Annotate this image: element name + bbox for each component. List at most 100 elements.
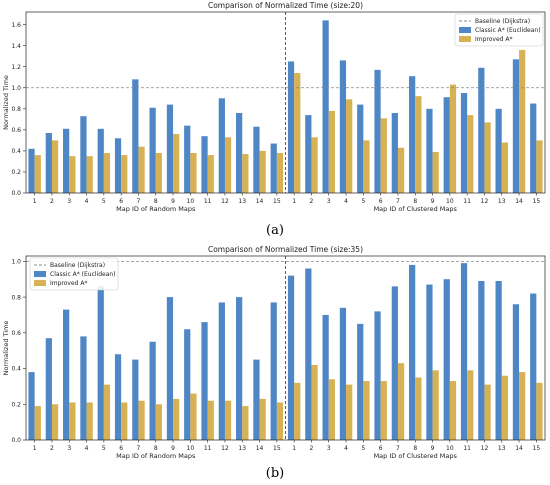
bar-improved-g1-6 xyxy=(121,402,128,440)
x-tick-label: 15 xyxy=(273,198,281,205)
bar-classic-g1-3 xyxy=(63,309,70,440)
bar-improved-g2-14 xyxy=(519,49,526,193)
bar-improved-g1-8 xyxy=(155,153,162,193)
bar-classic-g2-6 xyxy=(374,69,381,193)
x-tick-label: 12 xyxy=(481,445,489,452)
x-tick-label: 5 xyxy=(361,198,365,205)
bar-improved-g1-2 xyxy=(51,404,59,440)
x-tick-label: 2 xyxy=(310,198,314,205)
x-axis-label: Map ID of Clustered Maps xyxy=(374,452,458,460)
x-tick-label: 12 xyxy=(481,198,489,205)
bar-improved-g1-15 xyxy=(276,153,284,193)
x-tick-label: 5 xyxy=(361,445,365,452)
x-tick-label: 8 xyxy=(154,198,158,205)
bar-improved-g1-2 xyxy=(51,140,59,193)
y-tick-label: 0.2 xyxy=(11,401,21,408)
x-tick-label: 3 xyxy=(327,445,331,452)
x-tick-label: 9 xyxy=(431,445,435,452)
bar-classic-g1-14 xyxy=(253,359,260,440)
chart-b: Comparison of Normalized Time (size:35) N… xyxy=(2,245,546,460)
plot-frame xyxy=(25,255,546,441)
bar-classic-g1-12 xyxy=(218,302,225,440)
bar-classic-g2-14 xyxy=(512,59,520,194)
y-tick-label: 1.2 xyxy=(11,64,21,71)
bar-improved-g2-6 xyxy=(380,118,387,193)
bar-classic-g2-4 xyxy=(339,60,347,193)
bar-improved-g2-15 xyxy=(536,382,543,440)
x-tick-label: 8 xyxy=(154,445,158,452)
x-tick-label: 13 xyxy=(238,445,246,452)
bar-classic-g2-5 xyxy=(357,323,364,440)
bar-classic-g2-11 xyxy=(460,263,468,440)
bar-classic-g2-4 xyxy=(339,307,347,440)
x-tick-label: 15 xyxy=(533,198,541,205)
bar-improved-g1-14 xyxy=(259,398,266,440)
x-axis-label: Map ID of Random Maps xyxy=(116,205,196,213)
bar-improved-g1-9 xyxy=(173,134,180,193)
bar-improved-g1-3 xyxy=(69,402,76,440)
bar-improved-g2-3 xyxy=(328,110,335,193)
x-tick-label: 11 xyxy=(463,445,471,452)
bar-improved-g2-13 xyxy=(501,375,508,440)
bar-classic-g2-3 xyxy=(322,314,329,440)
bar-improved-g1-5 xyxy=(103,384,111,440)
bar-improved-g2-8 xyxy=(415,377,422,440)
bar-improved-g1-3 xyxy=(69,156,76,193)
x-tick-label: 6 xyxy=(379,445,383,452)
bar-classic-g2-7 xyxy=(391,113,398,193)
bar-improved-g2-10 xyxy=(449,84,457,193)
bar-classic-g1-15 xyxy=(270,302,277,440)
bar-improved-g1-7 xyxy=(138,400,145,440)
legend-label: Baseline (Dijkstra) xyxy=(475,18,530,25)
x-axis-label: Map ID of Random Maps xyxy=(116,452,196,460)
legend-swatch-classic xyxy=(459,27,471,33)
bar-classic-g1-13 xyxy=(236,297,243,440)
bar-classic-g1-2 xyxy=(45,133,52,193)
x-tick-label: 11 xyxy=(204,198,212,205)
x-tick-label: 3 xyxy=(67,445,71,452)
bar-improved-g1-13 xyxy=(242,154,249,193)
bar-classic-g2-1 xyxy=(287,61,295,193)
bar-classic-g1-14 xyxy=(253,126,260,193)
x-tick-label: 4 xyxy=(344,445,348,452)
y-tick-label: 0.0 xyxy=(11,190,21,197)
bar-improved-g2-2 xyxy=(311,137,318,193)
x-tick-label: 12 xyxy=(221,445,229,452)
bar-classic-g2-2 xyxy=(305,268,312,440)
y-tick-label: 1.6 xyxy=(11,22,21,29)
legend-swatch-classic xyxy=(34,271,46,277)
bar-classic-g1-4 xyxy=(80,336,87,440)
bar-classic-g1-7 xyxy=(132,359,139,440)
x-tick-label: 4 xyxy=(85,445,89,452)
bar-improved-g2-9 xyxy=(432,151,439,193)
bar-improved-g1-14 xyxy=(259,150,266,193)
bar-improved-g2-13 xyxy=(501,142,508,193)
x-tick-label: 5 xyxy=(102,445,106,452)
bar-classic-g2-1 xyxy=(287,275,295,440)
y-tick-label: 1.4 xyxy=(11,43,21,50)
x-tick-label: 7 xyxy=(396,445,400,452)
legend-label: Improved A* xyxy=(475,36,513,43)
x-tick-label: 2 xyxy=(50,198,54,205)
bar-improved-g2-10 xyxy=(449,381,457,440)
bar-improved-g2-14 xyxy=(519,372,526,440)
x-tick-label: 6 xyxy=(119,198,123,205)
bar-improved-g1-9 xyxy=(173,398,180,440)
y-tick-label: 0.4 xyxy=(11,366,21,373)
bar-classic-g1-2 xyxy=(45,338,52,440)
bar-classic-g1-5 xyxy=(97,286,104,440)
x-tick-label: 13 xyxy=(238,198,246,205)
bar-classic-g2-7 xyxy=(391,286,398,440)
bar-improved-g2-11 xyxy=(467,370,474,440)
chart-title: Comparison of Normalized Time (size:20) xyxy=(208,1,363,10)
bar-classic-g2-9 xyxy=(426,284,433,440)
y-tick-label: 0.4 xyxy=(11,148,21,155)
legend-label: Baseline (Dijkstra) xyxy=(50,262,105,269)
bar-improved-g1-7 xyxy=(138,146,145,193)
x-tick-label: 7 xyxy=(137,445,141,452)
x-tick-label: 9 xyxy=(171,198,175,205)
bar-classic-g2-10 xyxy=(443,97,450,193)
x-tick-label: 1 xyxy=(33,198,37,205)
legend-box xyxy=(29,257,119,291)
bar-improved-g2-3 xyxy=(328,379,335,440)
